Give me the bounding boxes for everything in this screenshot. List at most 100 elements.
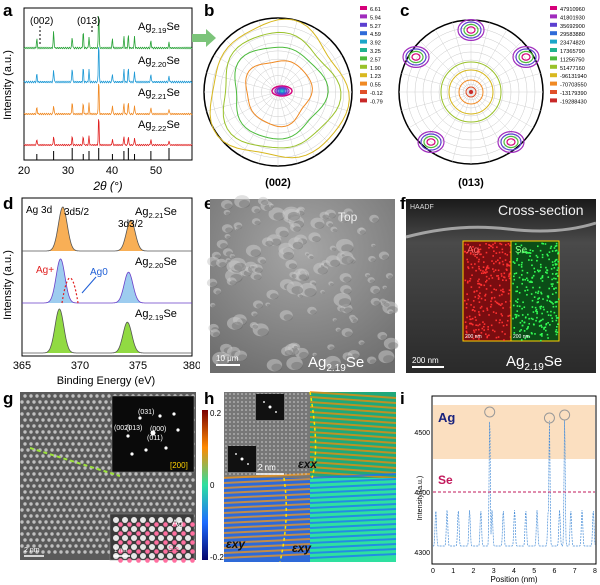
atom-ag [176,544,182,550]
eds-dot [554,263,557,266]
sem-grain-shadow [388,342,399,350]
atom-ag [131,535,137,541]
eds-dot [464,250,466,253]
sem-grain-shadow [250,249,261,257]
eds-dot [483,329,485,331]
lattice-dot [68,400,72,404]
lattice-dot [86,484,90,488]
hrtem-dot [297,437,299,439]
hrtem-dot [277,433,279,435]
lattice-dot [35,418,39,422]
eds-dot [498,321,501,324]
eds-dot [508,277,511,280]
hrtem-dot [273,449,275,451]
sem-grain [225,258,231,263]
eds-dot [474,296,477,298]
panel-a-label: a [3,1,13,20]
sem-grain [216,258,227,268]
eds-dot [550,314,552,317]
eds-dot [520,329,522,331]
hrtem-dot [237,425,239,427]
eds-dot [551,317,553,320]
sem-grain-shadow [299,274,308,281]
sem-grain-shadow [359,230,366,235]
lattice-dot [95,430,99,434]
eds-dot [546,311,549,313]
legend-swatch [550,81,557,86]
hrtem-dot [237,397,239,399]
eds-dot [554,245,557,248]
lattice-dot [56,484,60,488]
pole-figure-b-grid [204,18,352,166]
lattice-dot [158,496,162,500]
hrtem-dot [265,453,267,455]
eds-dot [515,315,518,318]
eds-dot [526,271,529,274]
xrd-x-axis: 20 30 40 50 [18,165,162,177]
atom-ag [113,526,119,532]
hrtem-dot [297,393,299,395]
sem-grain-shadow [340,217,349,223]
sem-grain [249,264,255,269]
eds-dot [464,279,467,282]
hrtem-dot [301,453,303,455]
hrtem-dot [269,425,271,427]
eds-dot [518,264,520,266]
lattice-dot [56,508,60,512]
lattice-dot [47,418,51,422]
atom-ag [131,526,137,532]
eds-map-ag-scale: 200 nm [465,334,482,340]
lattice-dot [107,430,111,434]
xps-fill-0 [22,207,192,251]
lattice-dot [77,430,81,434]
lattice-dot [23,514,27,518]
fft-spot-013: (013) [126,425,142,432]
lattice-dot [140,472,144,476]
hrtem-dot [289,409,291,411]
hrtem-dot [277,461,279,463]
lattice-dot [98,472,102,476]
lattice-dot [107,418,111,422]
legend-swatch [550,90,557,94]
eds-dot [555,328,558,331]
legend-value: -0.12 [370,91,383,97]
lattice-dot [32,412,36,416]
lattice-dot [104,412,108,416]
lattice-dot [26,544,30,548]
lattice-dot [101,526,105,530]
lattice-dot [56,460,60,464]
lattice-dot [152,484,156,488]
lattice-dot [188,484,192,488]
lattice-dot [71,454,75,458]
hrtem-dot [257,461,259,463]
lattice-dot [149,478,153,482]
atom-ag [185,553,191,559]
hrtem-dot [301,445,303,447]
hrtem-dot [253,409,255,411]
lattice-dot [26,460,30,464]
lattice-dot [128,484,132,488]
lattice-dot [74,508,78,512]
eds-map-se-label: Se [515,245,528,256]
eds-dot [503,276,506,279]
contour-pole [521,53,531,61]
lattice-dot [98,436,102,440]
legend-swatch [550,48,557,52]
hrtem-dot [281,421,283,423]
sem-grain [383,337,399,350]
lattice-dot [80,436,84,440]
eds-dot [470,286,473,288]
hrtem-dot [297,421,299,423]
hrtem-dot [297,453,299,455]
sem-grain-shadow [291,361,303,371]
eds-dot [507,315,510,317]
sem-grain-shadow [270,205,274,208]
eds-dot [485,279,488,282]
eds-dot [528,317,530,320]
eds-dot [495,301,498,304]
eds-map-ag-label: Ag [467,245,479,256]
lattice-dot [95,418,99,422]
eds-dot [537,292,539,294]
hrtem-dot [225,461,227,463]
lattice-dot [50,520,54,524]
